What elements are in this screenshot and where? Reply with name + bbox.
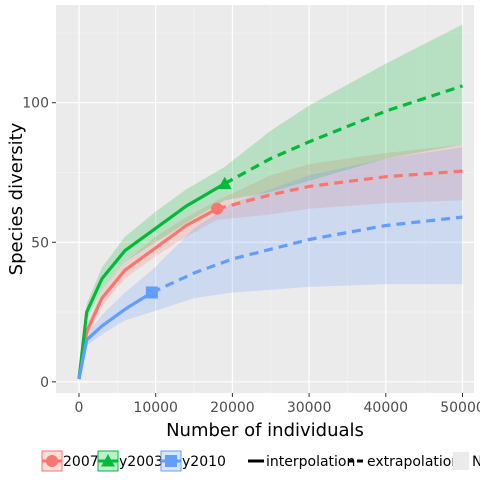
observed-markers bbox=[145, 176, 232, 299]
legend-label-extrapolation: extrapolation bbox=[367, 454, 460, 470]
y-tick-label: 50 bbox=[31, 235, 49, 251]
legend-label-y2003: y2003 bbox=[119, 454, 163, 470]
x-tick-label: 20000 bbox=[210, 400, 255, 416]
legend-key-marker bbox=[46, 455, 58, 467]
y-tick-label: 100 bbox=[22, 96, 49, 112]
legend: 2007 y2003 y2010 interpolation extrapolation… bbox=[41, 450, 480, 472]
extrapolation-line-2007 bbox=[216, 169, 463, 211]
legend-key-y2010 bbox=[160, 450, 182, 472]
legend-label-2007: 2007 bbox=[63, 454, 99, 470]
observed-point-y2010 bbox=[145, 286, 158, 299]
legend-label-y2010: y2010 bbox=[182, 454, 226, 470]
confidence-ribbons bbox=[79, 24, 463, 382]
x-tick-label: 10000 bbox=[133, 400, 178, 416]
x-tick-label: 40000 bbox=[364, 400, 409, 416]
extrapolation-line-y2010 bbox=[151, 215, 463, 294]
ribbon-y2003 bbox=[79, 24, 463, 382]
observed-point-2007 bbox=[211, 202, 224, 215]
x-tick-label: 0 bbox=[75, 400, 84, 416]
legend-key-marker bbox=[101, 454, 115, 467]
legend-label-interpolation: interpolation bbox=[266, 454, 355, 470]
interpolation-line-y2010 bbox=[77, 291, 153, 380]
major-grid bbox=[56, 5, 474, 393]
legend-key-extra bbox=[453, 452, 469, 470]
interpolation-line-2007 bbox=[77, 207, 218, 380]
minor-grid bbox=[56, 5, 474, 393]
series-lines bbox=[77, 84, 463, 380]
x-tick-label: 30000 bbox=[287, 400, 332, 416]
observed-point-y2003 bbox=[217, 176, 232, 190]
y-axis-ticks: 0 50 100 bbox=[22, 96, 56, 391]
interpolation-line-y2003 bbox=[77, 182, 226, 380]
ribbon-y2010 bbox=[79, 147, 463, 382]
ribbon-2007 bbox=[79, 144, 463, 382]
x-axis-title: Number of individuals bbox=[166, 420, 364, 441]
legend-key-y2003 bbox=[97, 450, 119, 472]
legend-key-marker bbox=[165, 455, 177, 467]
y-tick-label: 0 bbox=[40, 375, 49, 391]
y-axis-title: Species diversity bbox=[6, 122, 27, 275]
plot-panel bbox=[56, 5, 474, 393]
legend-key-2007 bbox=[41, 450, 63, 472]
legend-label-extra: N bbox=[472, 454, 480, 470]
extrapolation-line-y2003 bbox=[223, 84, 463, 186]
